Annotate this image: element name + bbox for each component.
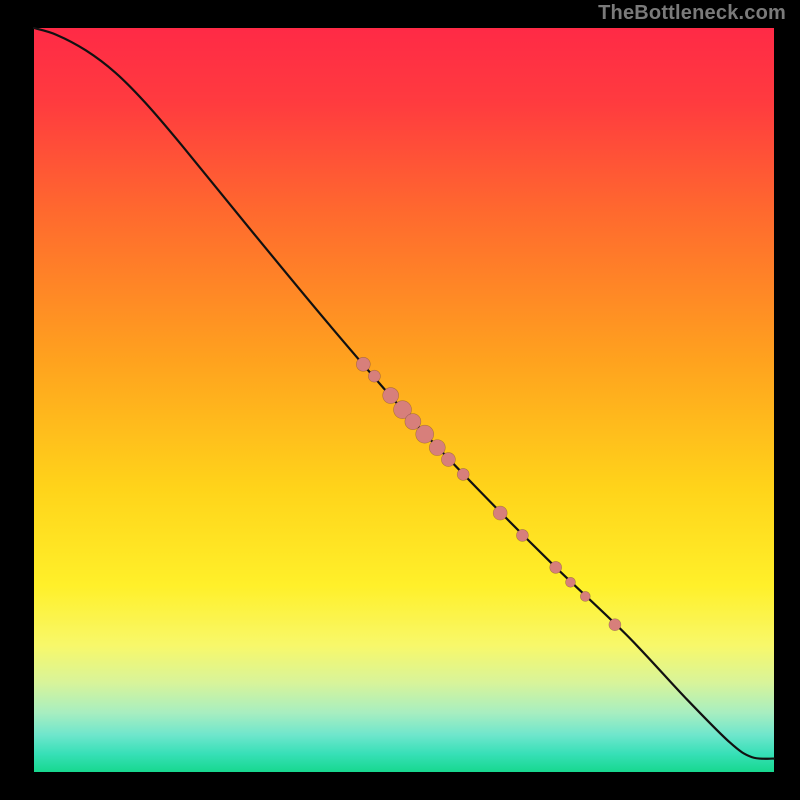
main-curve — [34, 28, 774, 759]
chart-stage: TheBottleneck.com — [0, 0, 800, 800]
data-point — [416, 425, 434, 443]
data-point — [405, 414, 421, 430]
data-point — [580, 591, 590, 601]
data-point — [441, 453, 455, 467]
data-point — [429, 440, 445, 456]
watermark-text: TheBottleneck.com — [598, 2, 786, 25]
data-point — [383, 388, 399, 404]
data-point — [457, 468, 469, 480]
data-point — [368, 370, 380, 382]
data-point — [609, 619, 621, 631]
marker-group — [356, 357, 621, 630]
data-point — [356, 357, 370, 371]
data-point — [550, 561, 562, 573]
plot-panel — [34, 28, 774, 772]
data-point — [516, 529, 528, 541]
data-point — [566, 577, 576, 587]
curve-layer — [34, 28, 774, 772]
data-point — [493, 506, 507, 520]
